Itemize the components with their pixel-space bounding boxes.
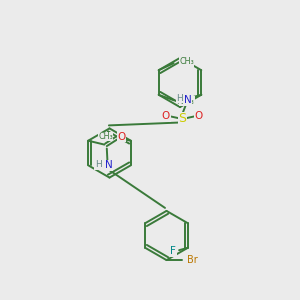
Text: N: N [184,94,192,105]
Text: S: S [178,112,186,125]
Text: H: H [177,94,183,103]
Text: N: N [105,160,113,170]
Text: O: O [118,131,126,142]
Text: CH₃: CH₃ [179,57,194,66]
Text: CH₃: CH₃ [180,97,194,106]
Text: O: O [195,111,203,122]
Text: Br: Br [187,255,197,265]
Text: O: O [162,111,170,122]
Text: CH₃: CH₃ [98,132,113,141]
Text: H: H [94,160,101,169]
Text: F: F [170,246,176,256]
